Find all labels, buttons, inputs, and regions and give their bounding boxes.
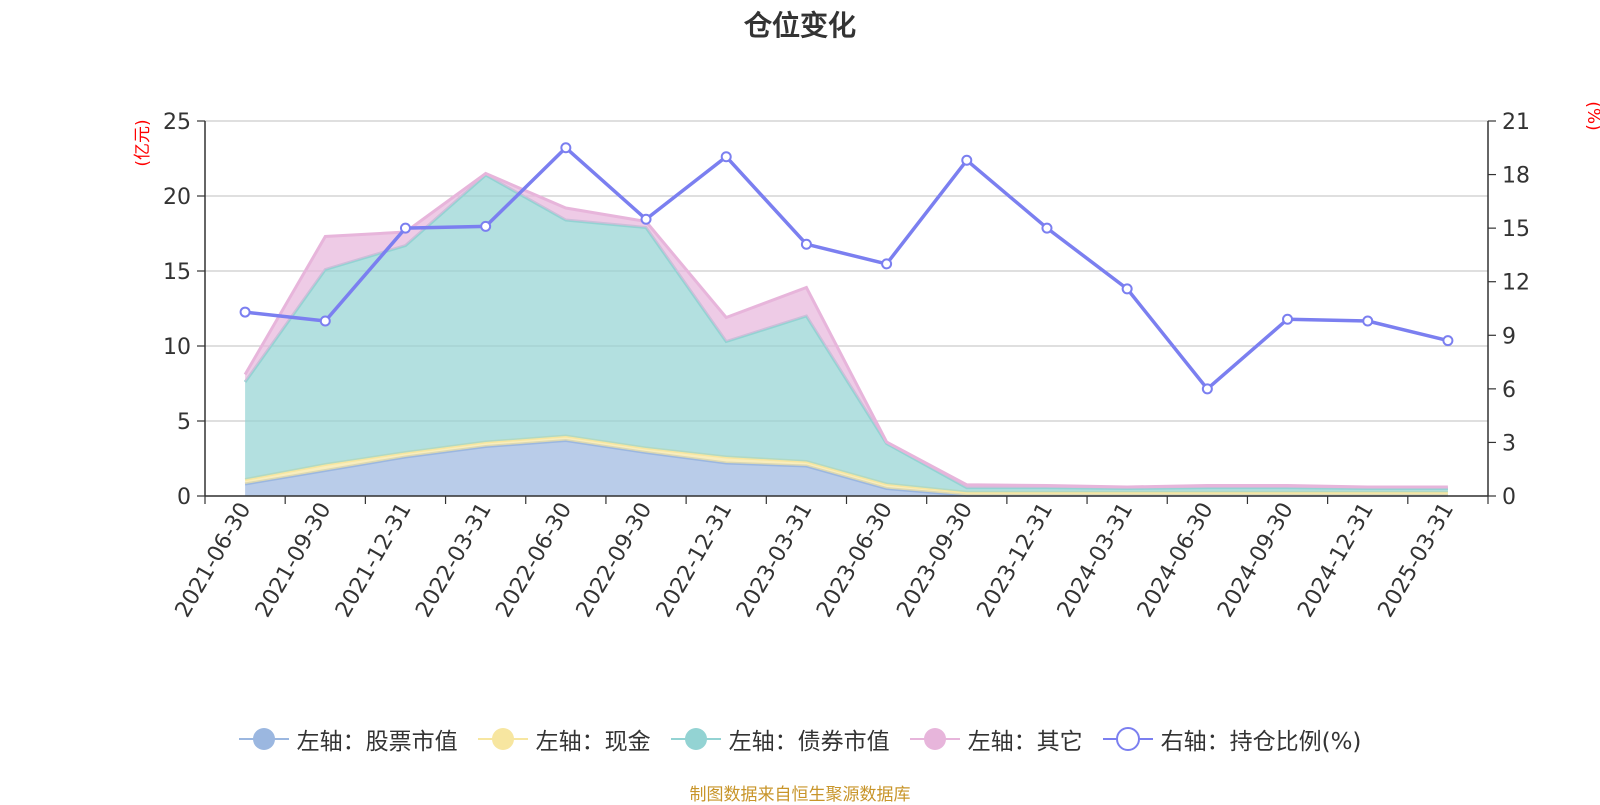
right-axis-tick-label: 21 (1502, 110, 1530, 135)
legend-item[interactable]: 左轴：现金 (477, 722, 651, 756)
ratio-point (1121, 283, 1133, 295)
ratio-point (640, 213, 652, 225)
legend-label: 左轴：股票市值 (296, 729, 458, 755)
legend-label: 左轴：现金 (535, 729, 651, 755)
legend-item[interactable]: 左轴：其它 (909, 722, 1083, 756)
legend-symbol-icon (477, 728, 528, 750)
right-axis-tick-label: 6 (1502, 378, 1516, 403)
ratio-line (239, 142, 1454, 395)
ratio-point (800, 238, 812, 250)
x-axis-tick-label: 2024-03-31 (1053, 499, 1139, 622)
ratio-point (319, 315, 331, 327)
ratio-point (1201, 383, 1213, 395)
ratio-point (1442, 335, 1454, 347)
stacked-areas (243, 171, 1448, 497)
left-axis-tick-label: 15 (163, 260, 191, 285)
legend-item[interactable]: 左轴：股票市值 (238, 722, 458, 756)
ratio-point (560, 142, 572, 154)
ratio-point (480, 220, 492, 232)
x-axis-tick-label: 2022-12-31 (652, 499, 738, 622)
legend-symbol-icon (670, 728, 721, 750)
area-左轴：债券市值 (245, 175, 1448, 493)
area-edge-左轴：其它 (243, 171, 1448, 489)
left-axis-tick-label: 25 (163, 110, 191, 135)
x-axis-tick-label: 2022-03-31 (411, 499, 497, 622)
right-axis-tick-label: 15 (1502, 217, 1530, 242)
chart-title: 仓位变化 (743, 9, 856, 42)
x-axis-tick-label: 2021-09-30 (251, 499, 337, 622)
ratio-point (961, 154, 973, 166)
left-axis-tick-label: 10 (163, 335, 191, 360)
right-axis-tick-label: 18 (1502, 164, 1530, 189)
x-axis-tick-label: 2024-06-30 (1133, 499, 1219, 622)
left-axis-tick-label: 0 (177, 485, 191, 510)
legend-symbol-icon (1102, 727, 1153, 751)
ratio-point (720, 151, 732, 163)
legend-label: 左轴：其它 (967, 729, 1083, 755)
x-axis-tick-label: 2021-12-31 (331, 499, 417, 622)
chart-canvas: 0 5 10 15 20 25 0 3 6 9 12 15 18 21 2021-06-302021-09-… (133, 101, 1600, 622)
ratio-line-path (244, 146, 1449, 391)
legend-label: 左轴：债券市值 (728, 729, 890, 755)
legend-symbol-icon (238, 728, 289, 750)
right-axis-unit: (%) (1583, 101, 1600, 130)
area-左轴：股票市值 (245, 440, 1448, 496)
x-axis-tick-label: 2025-03-31 (1374, 499, 1460, 622)
x-axis-tick-label: 2023-09-30 (892, 499, 978, 622)
ratio-point (1282, 313, 1294, 325)
legend: 左轴：股票市值 左轴：现金 左轴：债券市值 左轴：其它 右轴：持仓比例(%) (0, 722, 1600, 756)
ratio-point (881, 258, 893, 270)
ratio-point (1362, 315, 1374, 327)
x-axis-tick-label: 2021-06-30 (171, 499, 257, 622)
ratio-point (1041, 222, 1053, 234)
x-axis-tick-label: 2024-12-31 (1293, 499, 1379, 622)
left-axis-tick-label: 20 (163, 185, 191, 210)
legend-symbol-icon (909, 728, 960, 750)
right-axis-tick-label: 3 (1502, 431, 1516, 456)
right-axis-tick-label: 9 (1502, 324, 1516, 349)
left-axis-tick-label: 5 (177, 410, 191, 435)
legend-label: 右轴：持仓比例(%) (1160, 729, 1362, 755)
x-axis-tick-label: 2022-09-30 (572, 499, 658, 622)
x-axis-tick-label: 2023-12-31 (973, 499, 1059, 622)
left-axis-unit: (亿元) (133, 119, 153, 166)
x-axis-tick-label: 2023-06-30 (812, 499, 898, 622)
ratio-point (399, 222, 411, 234)
right-axis-tick-label: 0 (1502, 485, 1516, 510)
legend-item[interactable]: 左轴：债券市值 (670, 722, 890, 756)
source-note: 制图数据来自恒生聚源数据库 (689, 785, 911, 805)
x-axis-tick-label: 2023-03-31 (732, 499, 818, 622)
x-axis-tick-label: 2024-09-30 (1213, 499, 1299, 622)
legend-item[interactable]: 右轴：持仓比例(%) (1102, 722, 1362, 756)
right-axis-tick-label: 12 (1502, 271, 1530, 296)
x-axis-tick-label: 2022-06-30 (491, 499, 577, 622)
ratio-point (239, 306, 251, 318)
